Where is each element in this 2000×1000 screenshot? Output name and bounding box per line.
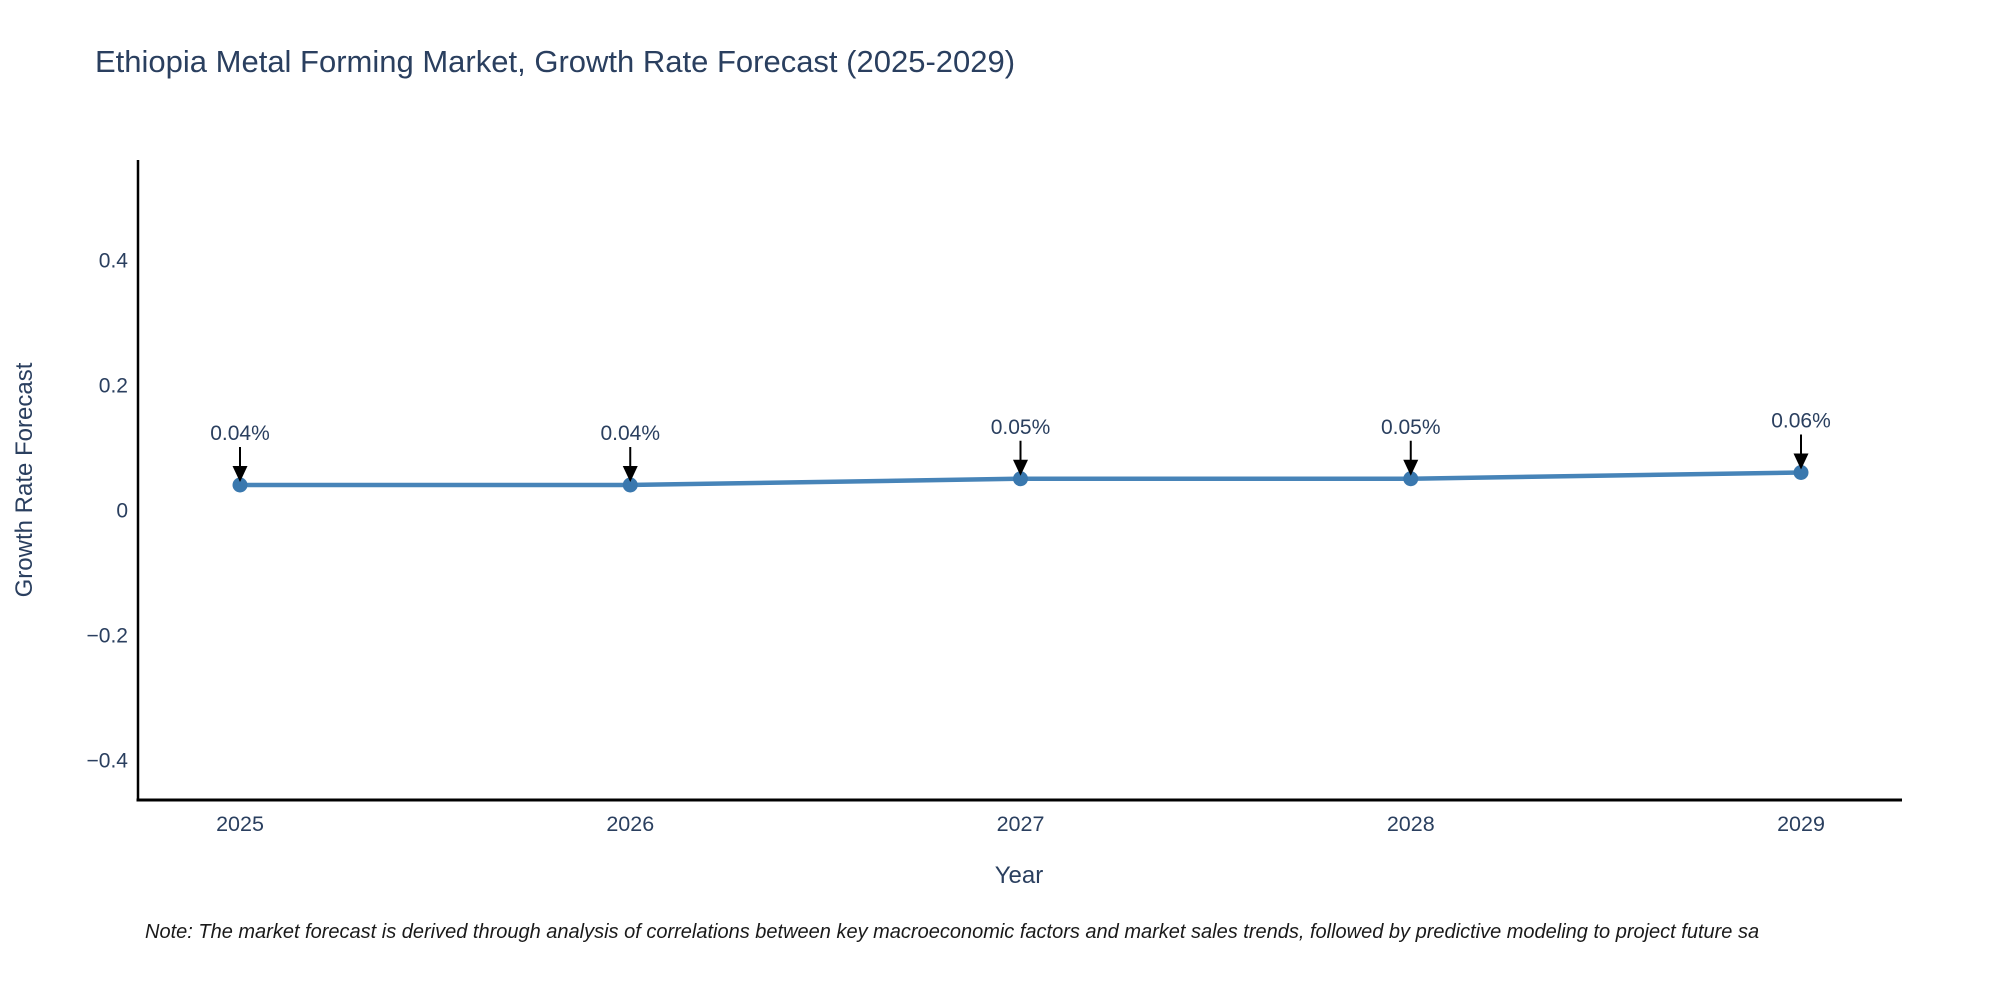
x-tick-label: 2025 xyxy=(216,812,264,836)
x-tick-label: 2027 xyxy=(997,812,1045,836)
y-axis-title: Growth Rate Forecast xyxy=(11,362,38,598)
annotation-arrow-head xyxy=(622,466,638,482)
annotation-arrow-head xyxy=(1793,453,1809,470)
data-point-marker[interactable] xyxy=(1013,471,1028,487)
annotation-arrow-head xyxy=(1403,459,1419,476)
data-point-marker[interactable] xyxy=(1403,471,1419,487)
annotation-label: 0.04% xyxy=(210,422,270,445)
x-tick-label: 2028 xyxy=(1387,812,1435,836)
y-tick-label: 0.4 xyxy=(99,250,129,273)
annotation-arrow-head xyxy=(1013,459,1028,476)
data-point-marker[interactable] xyxy=(622,477,638,493)
x-tick-label: 2029 xyxy=(1777,812,1825,836)
annotation-label: 0.04% xyxy=(600,422,660,445)
y-tick-label: −0.2 xyxy=(87,625,128,648)
data-point-marker[interactable] xyxy=(1793,465,1809,480)
y-tick-label: 0.2 xyxy=(99,375,128,398)
footnote: Note: The market forecast is derived thr… xyxy=(145,921,1760,943)
annotation-arrow-head xyxy=(232,466,248,482)
annotation-label: 0.06% xyxy=(1771,410,1831,433)
annotation-label: 0.05% xyxy=(1381,416,1441,439)
x-tick-label: 2026 xyxy=(606,812,654,836)
annotation-label: 0.05% xyxy=(991,416,1051,439)
y-tick-label: −0.4 xyxy=(87,750,129,773)
x-axis-title: Year xyxy=(994,862,1044,889)
chart-title: Ethiopia Metal Forming Market, Growth Ra… xyxy=(95,44,1016,79)
y-tick-label: 0 xyxy=(116,500,128,523)
data-point-marker[interactable] xyxy=(232,477,248,493)
